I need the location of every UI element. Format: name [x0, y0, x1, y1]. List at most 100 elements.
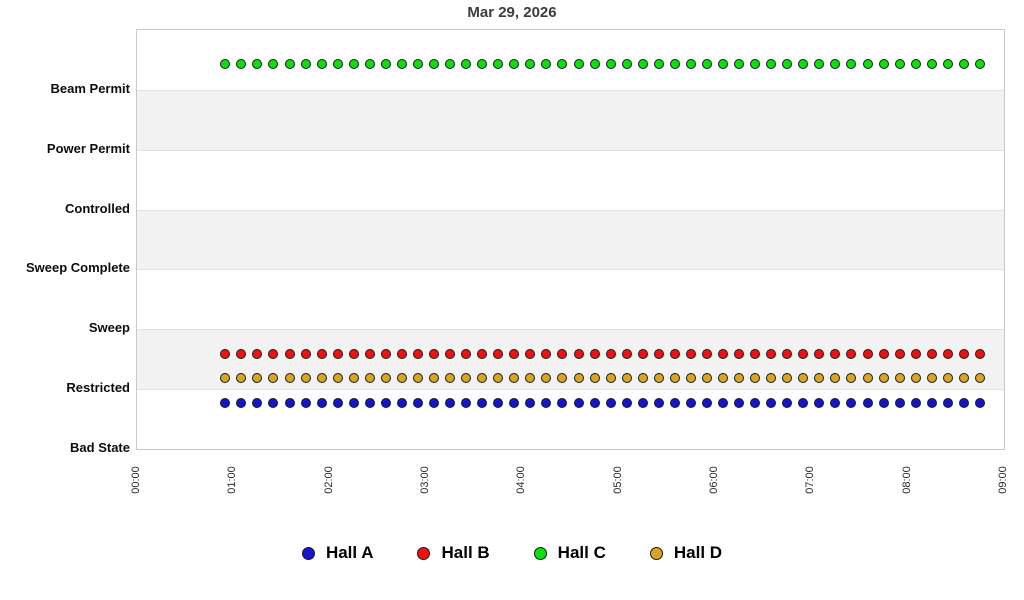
data-point-hall-d	[862, 372, 873, 383]
data-point-hall-d	[493, 372, 504, 383]
data-point-hall-d	[766, 372, 777, 383]
gridline	[137, 269, 1004, 271]
legend-dot-icon	[417, 546, 431, 560]
data-point-hall-d	[557, 372, 568, 383]
data-point-hall-c	[942, 59, 953, 70]
data-point-hall-b	[862, 348, 873, 359]
data-point-hall-a	[589, 397, 600, 408]
data-point-hall-a	[316, 397, 327, 408]
data-point-hall-c	[718, 59, 729, 70]
chart-legend: Hall A Hall B Hall C Hall D	[0, 541, 1024, 565]
data-point-hall-a	[637, 397, 648, 408]
y-axis-label: Sweep	[88, 320, 130, 336]
data-point-hall-c	[734, 59, 745, 70]
data-point-hall-d	[621, 372, 632, 383]
data-point-hall-d	[461, 372, 472, 383]
data-point-hall-a	[653, 397, 664, 408]
x-tick-label: 01:00	[226, 466, 239, 494]
data-point-hall-a	[268, 397, 279, 408]
data-point-hall-b	[830, 348, 841, 359]
gridline	[137, 89, 1004, 91]
data-point-hall-d	[701, 372, 712, 383]
data-point-hall-b	[268, 348, 279, 359]
data-point-hall-c	[252, 59, 263, 70]
data-point-hall-b	[798, 348, 809, 359]
data-point-hall-c	[509, 59, 520, 70]
data-point-hall-c	[798, 59, 809, 70]
data-point-hall-a	[846, 397, 857, 408]
gridline	[137, 329, 1004, 331]
data-point-hall-a	[910, 397, 921, 408]
data-point-hall-d	[669, 372, 680, 383]
data-point-hall-b	[750, 348, 761, 359]
data-point-hall-a	[493, 397, 504, 408]
legend-item-hall-d: Hall D	[649, 543, 722, 563]
data-point-hall-c	[348, 59, 359, 70]
category-band	[137, 329, 1004, 390]
data-point-hall-d	[364, 372, 375, 383]
data-point-hall-b	[332, 348, 343, 359]
data-point-hall-a	[380, 397, 391, 408]
data-point-hall-c	[589, 59, 600, 70]
x-tick-label: 05:00	[611, 466, 624, 494]
data-point-hall-a	[766, 397, 777, 408]
data-point-hall-a	[926, 397, 937, 408]
data-point-hall-c	[236, 59, 247, 70]
data-point-hall-a	[348, 397, 359, 408]
data-point-hall-d	[284, 372, 295, 383]
data-point-hall-d	[878, 372, 889, 383]
data-point-hall-b	[846, 348, 857, 359]
data-point-hall-b	[493, 348, 504, 359]
legend-item-hall-a: Hall A	[301, 543, 373, 563]
data-point-hall-c	[830, 59, 841, 70]
data-point-hall-b	[412, 348, 423, 359]
data-point-hall-c	[750, 59, 761, 70]
data-point-hall-d	[380, 372, 391, 383]
data-point-hall-b	[926, 348, 937, 359]
data-point-hall-c	[284, 59, 295, 70]
data-point-hall-d	[830, 372, 841, 383]
gridline	[137, 389, 1004, 391]
gridline	[137, 149, 1004, 151]
y-axis-label: Restricted	[66, 380, 130, 396]
data-point-hall-d	[958, 372, 969, 383]
data-point-hall-d	[429, 372, 440, 383]
data-point-hall-c	[878, 59, 889, 70]
data-point-hall-b	[894, 348, 905, 359]
data-point-hall-c	[429, 59, 440, 70]
x-tick-label: 03:00	[419, 466, 431, 494]
data-point-hall-d	[798, 372, 809, 383]
y-axis-label: Beam Permit	[50, 80, 130, 96]
data-point-hall-c	[862, 59, 873, 70]
data-point-hall-b	[814, 348, 825, 359]
data-point-hall-b	[461, 348, 472, 359]
data-point-hall-b	[958, 348, 969, 359]
data-point-hall-c	[685, 59, 696, 70]
data-point-hall-a	[750, 397, 761, 408]
data-point-hall-b	[734, 348, 745, 359]
category-band	[137, 89, 1004, 150]
data-point-hall-c	[364, 59, 375, 70]
data-point-hall-b	[429, 348, 440, 359]
data-point-hall-a	[525, 397, 536, 408]
data-point-hall-a	[942, 397, 953, 408]
data-point-hall-a	[557, 397, 568, 408]
data-point-hall-c	[782, 59, 793, 70]
data-point-hall-c	[669, 59, 680, 70]
data-point-hall-d	[541, 372, 552, 383]
data-point-hall-d	[814, 372, 825, 383]
data-point-hall-a	[862, 397, 873, 408]
data-point-hall-b	[364, 348, 375, 359]
data-point-hall-b	[685, 348, 696, 359]
x-tick-label: 08:00	[900, 466, 913, 494]
data-point-hall-a	[429, 397, 440, 408]
data-point-hall-c	[220, 59, 231, 70]
data-point-hall-a	[734, 397, 745, 408]
data-point-hall-d	[445, 372, 456, 383]
category-band	[137, 30, 1004, 90]
gridline	[137, 209, 1004, 211]
data-point-hall-b	[284, 348, 295, 359]
data-point-hall-a	[300, 397, 311, 408]
data-point-hall-b	[621, 348, 632, 359]
data-point-hall-c	[525, 59, 536, 70]
